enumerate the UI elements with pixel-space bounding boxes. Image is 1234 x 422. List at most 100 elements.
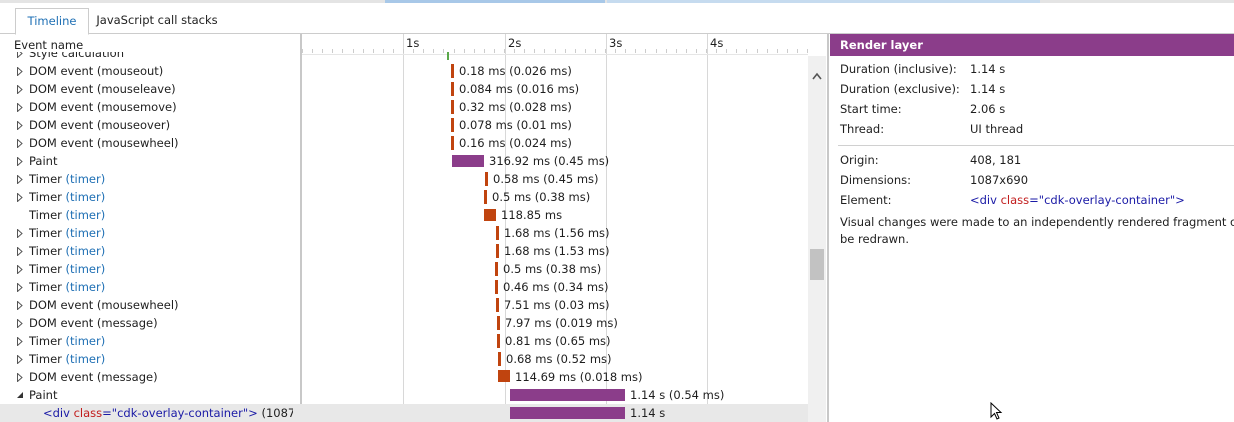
expand-arrow[interactable] <box>16 337 24 346</box>
event-row[interactable]: Timer (timer) 0.5 ms (0.38 ms) <box>0 260 808 278</box>
event-row[interactable]: Timer (timer) 1.68 ms (1.56 ms) <box>0 224 808 242</box>
code-token: > <box>248 406 258 420</box>
expand-arrow[interactable] <box>16 265 24 274</box>
scroll-thumb[interactable] <box>810 249 824 280</box>
expand-arrow[interactable] <box>16 193 24 202</box>
duration-label: 7.51 ms (0.03 ms) <box>504 298 610 312</box>
event-name-text: DOM event (mousewheel) <box>29 298 179 312</box>
event-link: (timer) <box>65 226 106 240</box>
minor-tick <box>332 49 334 53</box>
event-name: Timer (timer) <box>29 188 294 206</box>
duration-label: 0.58 ms (0.45 ms) <box>493 172 599 186</box>
event-row[interactable]: Timer (timer) 0.58 ms (0.45 ms) <box>0 170 808 188</box>
minor-tick <box>413 49 415 53</box>
scroll-up[interactable] <box>812 72 822 80</box>
minor-tick <box>746 49 748 53</box>
event-name: Timer (timer) <box>29 224 294 242</box>
property-label: Duration (exclusive): <box>840 82 960 96</box>
event-name: Paint <box>29 386 294 404</box>
minor-tick <box>756 49 758 53</box>
expand-arrow[interactable] <box>16 355 24 364</box>
event-row[interactable]: Timer (timer) 0.5 ms (0.38 ms) <box>0 188 808 206</box>
property-label: Element: <box>840 193 892 207</box>
minor-tick <box>312 49 314 53</box>
expand-arrow[interactable] <box>16 121 24 130</box>
event-name: DOM event (mouseout) <box>29 62 294 80</box>
minor-tick <box>807 49 808 53</box>
duration-label: 118.85 ms <box>501 208 563 222</box>
minor-tick <box>645 49 647 53</box>
event-name: Timer (timer) <box>29 242 294 260</box>
event-row[interactable]: DOM event (mousemove) 0.32 ms (0.028 ms) <box>0 98 808 116</box>
duration-label: 1.14 s <box>630 406 666 420</box>
code-token: class <box>69 406 103 420</box>
expand-arrow[interactable] <box>16 175 24 184</box>
tab[interactable]: JavaScript call stacks <box>96 13 218 27</box>
duration-bar <box>451 118 454 132</box>
event-name: DOM event (mousemove) <box>29 98 294 116</box>
expanded-arrow[interactable] <box>16 391 24 400</box>
description: be redrawn. <box>840 232 910 246</box>
expand-arrow[interactable] <box>16 229 24 238</box>
event-row[interactable]: Timer (timer) 0.81 ms (0.65 ms) <box>0 332 808 350</box>
duration-label: 0.5 ms (0.38 ms) <box>503 262 602 276</box>
expand-arrow[interactable] <box>16 103 24 112</box>
duration-bar <box>495 280 498 294</box>
event-row[interactable]: DOM event (message) 114.69 ms (0.018 ms) <box>0 368 808 386</box>
duration-bar <box>497 316 500 330</box>
expand-arrow[interactable] <box>16 85 24 94</box>
duration-bar <box>447 52 449 60</box>
duration-label: 0.078 ms (0.01 ms) <box>459 118 572 132</box>
event-name-text: DOM event (mouseleave) <box>29 82 176 96</box>
minor-tick <box>554 49 556 53</box>
event-row[interactable]: Timer (timer) 0.46 ms (0.34 ms) <box>0 278 808 296</box>
minor-tick <box>716 49 718 53</box>
separator <box>838 145 1234 146</box>
event-row[interactable]: DOM event (message) 7.97 ms (0.019 ms) <box>0 314 808 332</box>
event-row[interactable]: DOM event (mouseleave) 0.084 ms (0.016 ms… <box>0 80 808 98</box>
event-row[interactable]: DOM event (mousewheel) 0.16 ms (0.024 ms) <box>0 134 808 152</box>
duration-label: 114.69 ms (0.018 ms) <box>515 370 643 384</box>
scrollbar[interactable] <box>808 56 826 422</box>
event-row[interactable]: Timer (timer) 118.85 ms <box>0 206 808 224</box>
minor-tick <box>584 49 586 53</box>
minor-tick <box>352 49 354 53</box>
expand-arrow[interactable] <box>16 283 24 292</box>
tab-border <box>0 33 1234 34</box>
event-row[interactable]: Timer (timer) 1.68 ms (1.53 ms) <box>0 242 808 260</box>
event-row[interactable]: <div class="cdk-overlay-container"> (108… <box>0 404 808 422</box>
event-row[interactable]: Timer (timer) 0.68 ms (0.52 ms) <box>0 350 808 368</box>
event-name-text: Paint <box>29 388 58 402</box>
gridline <box>403 34 404 422</box>
description: Visual changes were made to an independe… <box>840 215 1234 229</box>
expand-arrow[interactable] <box>16 319 24 328</box>
tab[interactable]: Timeline <box>15 8 89 35</box>
event-row[interactable]: Style calculation <box>0 52 808 62</box>
expand-arrow[interactable] <box>16 157 24 166</box>
expand-arrow[interactable] <box>16 301 24 310</box>
property-label: Dimensions: <box>840 173 911 187</box>
property-value: 1.14 s <box>970 82 1006 96</box>
event-row[interactable]: DOM event (mouseover) 0.078 ms (0.01 ms) <box>0 116 808 134</box>
duration-label: 1.14 s (0.54 ms) <box>630 388 725 402</box>
duration-label: 0.32 ms (0.028 ms) <box>459 100 572 114</box>
expand-arrow[interactable] <box>16 52 24 58</box>
duration-label: 0.5 ms (0.38 ms) <box>492 190 591 204</box>
event-name-text: Timer <box>29 334 62 348</box>
expand-arrow[interactable] <box>16 247 24 256</box>
event-row[interactable]: Paint 1.14 s (0.54 ms) <box>0 386 808 404</box>
event-name-text: Timer <box>29 226 62 240</box>
expand-arrow[interactable] <box>16 139 24 148</box>
ruler-label: 4s <box>710 36 724 50</box>
expand-arrow[interactable] <box>16 67 24 76</box>
gridline <box>505 34 506 422</box>
duration-label: 0.18 ms (0.026 ms) <box>459 64 572 78</box>
event-name-text: Timer <box>29 244 62 258</box>
event-row[interactable]: DOM event (mousewheel) 7.51 ms (0.03 ms) <box>0 296 808 314</box>
event-name-text: DOM event (mousewheel) <box>29 136 179 150</box>
ruler-label: 2s <box>508 36 522 50</box>
event-row[interactable]: Paint 316.92 ms (0.45 ms) <box>0 152 808 170</box>
minor-tick <box>685 49 687 53</box>
expand-arrow[interactable] <box>16 373 24 382</box>
event-row[interactable]: DOM event (mouseout) 0.18 ms (0.026 ms) <box>0 62 808 80</box>
